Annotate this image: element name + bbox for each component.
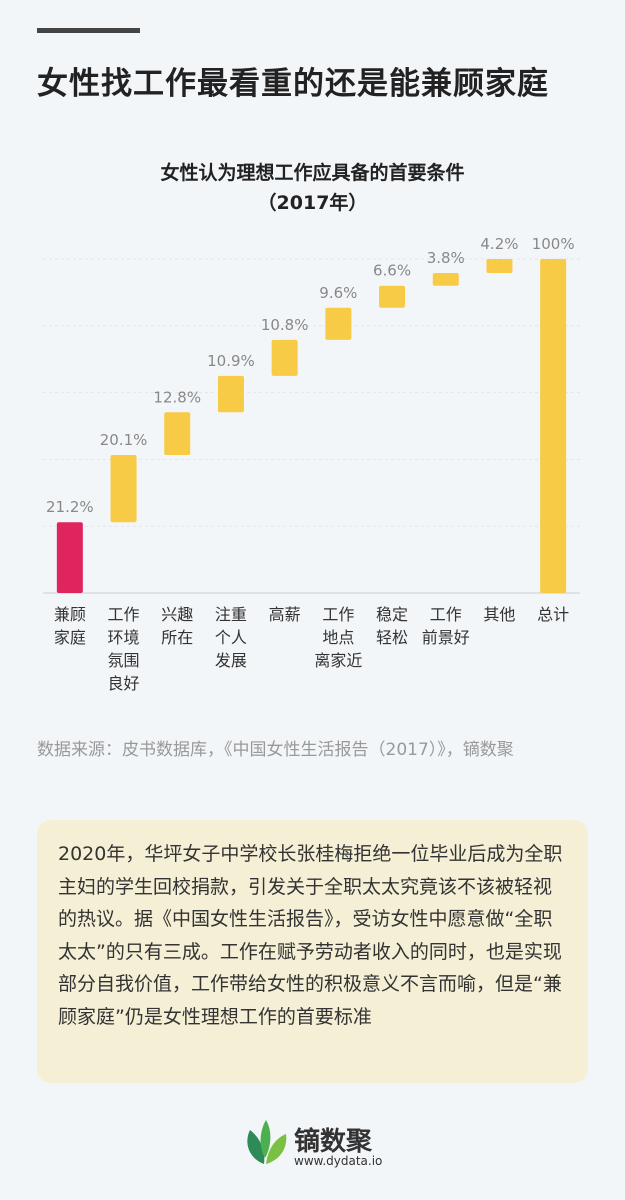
source: 数据来源：皮书数据库，《中国女性生活报告（2017）》，镝数聚: [37, 740, 514, 760]
bar: [379, 285, 406, 308]
top-bar: [37, 28, 140, 33]
page-title: 女性找工作最看重的还是能兼顾家庭: [37, 66, 549, 102]
x-tick-label: 注重 个人 发展: [214, 605, 247, 670]
chart-subtitle: （2017年）: [257, 192, 368, 214]
chart-title: 女性认为理想工作应具备的首要条件: [160, 162, 465, 184]
value-label: 9.6%: [319, 284, 357, 302]
bar: [56, 522, 83, 593]
x-tick-label: 工作 地点 离家近: [314, 605, 363, 670]
value-label: 100%: [532, 235, 575, 253]
value-label: 10.8%: [261, 316, 309, 334]
bar: [432, 273, 459, 286]
brand: 镝数聚: [294, 1127, 373, 1157]
x-tick-label: 兴趣 所在: [161, 605, 194, 647]
value-label: 10.9%: [207, 352, 255, 370]
x-tick-label: 总计: [537, 605, 570, 624]
value-label: 6.6%: [373, 262, 411, 280]
value-label: 3.8%: [427, 249, 465, 267]
chart: 21.2% 20.1% 12.8% 10.9% 10.8% 9.6% 6.6% 3.8% 4.2…: [43, 235, 580, 594]
x-tick-label: 工作 前景好: [421, 605, 470, 647]
bar: [486, 259, 513, 274]
bar: [325, 307, 352, 340]
note-box: [37, 820, 588, 1083]
note: 2020年，华坪女子中学校长张桂梅拒绝一位毕业后成为全职主妇的学生回校捐款，引发…: [58, 843, 563, 1028]
bar: [217, 375, 244, 413]
x-tick-label: 稳定 轻松: [376, 605, 409, 647]
bar: [271, 339, 298, 376]
x-tick-label: 其他: [483, 605, 516, 624]
x-tick-label: 兼顾 家庭: [53, 605, 86, 647]
bar: [110, 455, 137, 523]
value-label: 21.2%: [46, 498, 94, 516]
x-tick-label: 高薪: [268, 605, 301, 624]
bar: [540, 259, 567, 593]
bar: [164, 412, 191, 456]
value-label: 12.8%: [153, 388, 201, 406]
x-tick-label: 工作 环境 氛围 良好: [107, 605, 140, 693]
value-label: 20.1%: [100, 431, 148, 449]
url: www.dydata.io: [294, 1154, 383, 1168]
value-label: 4.2%: [480, 235, 518, 253]
logo: [247, 1120, 287, 1164]
